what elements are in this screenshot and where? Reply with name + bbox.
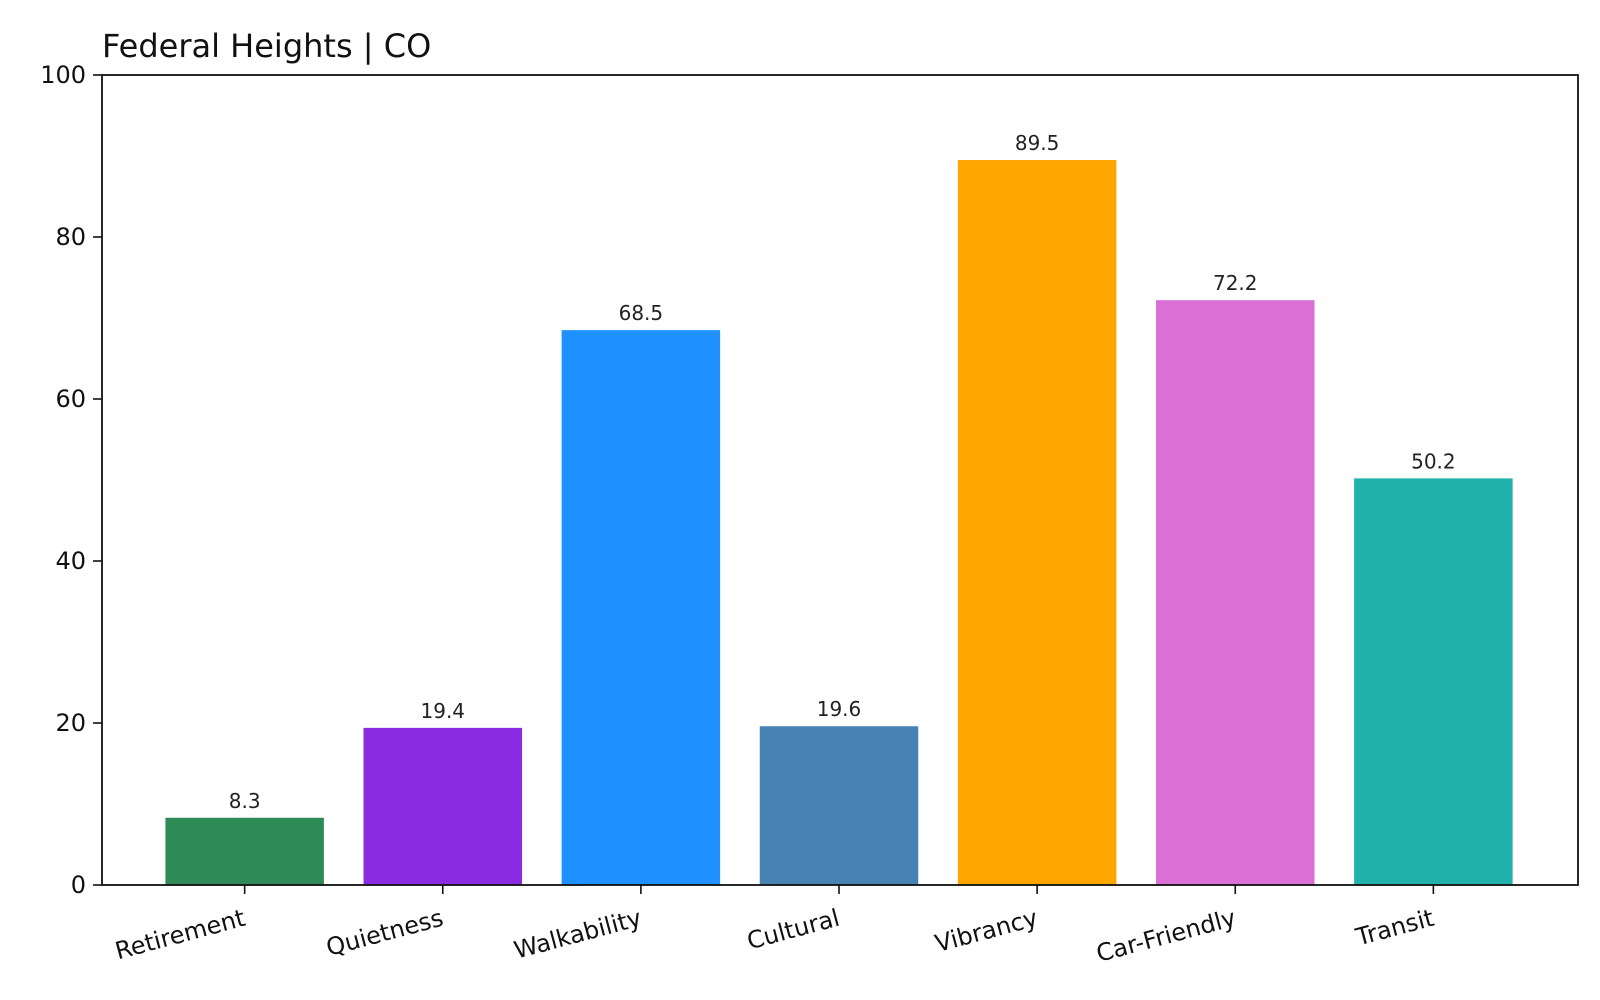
y-tick-label: 60 (55, 385, 86, 413)
y-tick-label: 100 (40, 61, 86, 89)
x-tick-label: Walkability (511, 904, 644, 965)
bar-walkability (561, 330, 721, 885)
x-tick-label: Quietness (323, 904, 446, 962)
bar-value-label: 72.2 (1213, 271, 1258, 295)
y-tick-label: 40 (55, 547, 86, 575)
bar-vibrancy (957, 160, 1117, 886)
plot-area: 8.3 Retirement 19.4 Quietness 68.5 Walkabilit… (40, 61, 1579, 968)
axes-frame (101, 74, 1579, 886)
bar-value-label: 8.3 (229, 789, 261, 813)
x-tick-label: Transit (1352, 904, 1437, 952)
chart-title: Federal Heights | CO (102, 27, 431, 65)
bar-value-label: 68.5 (619, 301, 664, 325)
x-tick-label: Vibrancy (932, 904, 1041, 958)
x-tick-label: Car-Friendly (1093, 904, 1239, 968)
bar-retirement (165, 817, 324, 885)
y-tick-label: 20 (55, 709, 86, 737)
bar-value-label: 19.4 (421, 699, 466, 723)
bar-quietness (363, 727, 523, 885)
bar-value-label: 89.5 (1015, 131, 1060, 155)
y-tick-label: 0 (71, 871, 86, 899)
bar-cultural (759, 726, 919, 885)
x-tick-label: Cultural (744, 904, 843, 956)
bar-value-label: 50.2 (1411, 449, 1456, 473)
y-tick-label: 80 (55, 223, 86, 251)
bar-car-friendly (1156, 300, 1315, 885)
x-tick-label: Retirement (112, 904, 248, 966)
bar-value-label: 19.6 (817, 697, 862, 721)
bar-transit (1354, 478, 1513, 885)
